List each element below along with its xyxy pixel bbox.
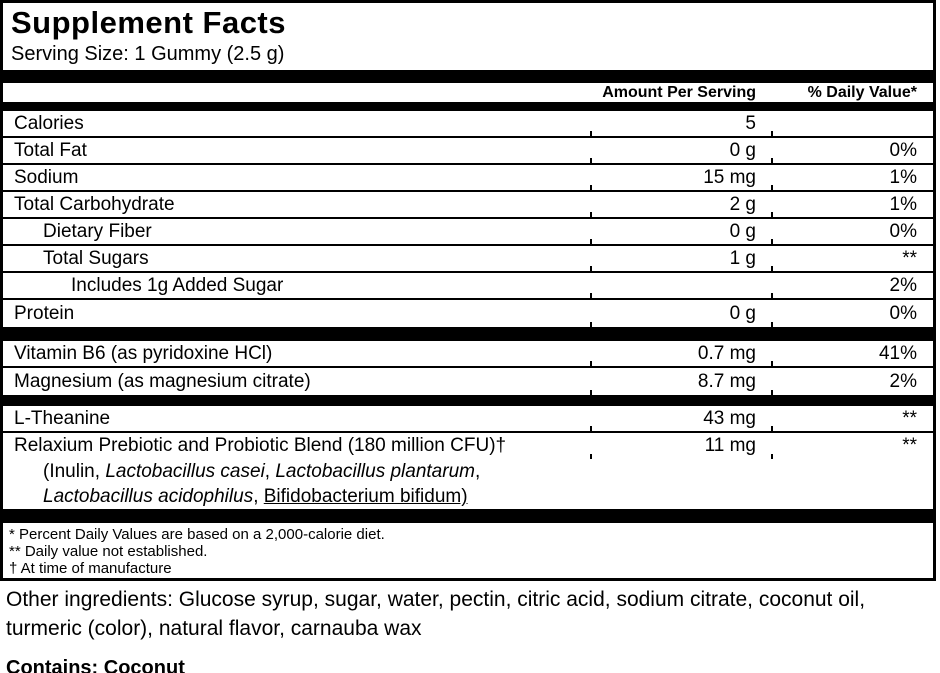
nutrient-name: Sodium (14, 166, 79, 188)
nutrient-name: Relaxium Prebiotic and Probiotic Blend (… (14, 435, 507, 456)
table-row-dietary-fiber: Dietary Fiber 0 g 0% (3, 219, 933, 246)
divider-bar-thick (3, 327, 933, 341)
blend-title-row: Relaxium Prebiotic and Probiotic Blend (… (3, 433, 933, 459)
nutrient-amount: 0 g (590, 300, 771, 327)
nutrient-amount: 1 g (590, 246, 771, 271)
table-row-protein: Protein 0 g 0% (3, 300, 933, 327)
allergen-statement: Contains: Coconut (6, 657, 185, 673)
nutrient-amount: 15 mg (590, 165, 771, 190)
nutrient-amount: 0 g (590, 138, 771, 163)
table-row-vitamin-b6: Vitamin B6 (as pyridoxine HCl) 0.7 mg 41… (3, 341, 933, 368)
nutrient-dv: 41% (771, 341, 933, 366)
nutrient-name: Protein (14, 302, 75, 324)
nutrient-amount: 5 (590, 111, 771, 136)
other-ingredients-line: Other ingredients: Glucose syrup, sugar,… (6, 588, 866, 611)
nutrient-amount: 8.7 mg (590, 368, 771, 395)
footnote-daily-values: * Percent Daily Values are based on a 2,… (9, 526, 385, 543)
nutrient-name: Total Fat (14, 139, 87, 161)
blend-ingredients-line: (Inulin, Lactobacillus casei, Lactobacil… (43, 461, 481, 482)
footnotes: * Percent Daily Values are based on a 2,… (3, 523, 933, 578)
header-amount-per-serving: Amount Per Serving (602, 83, 756, 101)
panel-title: Supplement Facts (11, 5, 286, 40)
nutrient-name: Includes 1g Added Sugar (71, 274, 284, 296)
nutrient-name: Total Carbohydrate (14, 193, 175, 215)
nutrient-dv: ** (771, 246, 933, 271)
nutrient-name: Calories (14, 112, 84, 134)
table-header: Amount Per Serving % Daily Value* (3, 83, 933, 102)
nutrient-dv: ** (771, 406, 933, 431)
table-row-added-sugar: Includes 1g Added Sugar 2% (3, 273, 933, 300)
nutrient-name: Magnesium (as magnesium citrate) (14, 370, 311, 392)
nutrient-amount: 0.7 mg (590, 341, 771, 366)
nutrient-amount: 11 mg (590, 433, 771, 459)
serving-size: Serving Size: 1 Gummy (2.5 g) (11, 43, 285, 65)
divider-bar-thick (3, 509, 933, 523)
divider-bar-medium (3, 102, 933, 111)
nutrient-dv: 1% (771, 165, 933, 190)
supplement-facts-panel: Supplement Facts Serving Size: 1 Gummy (… (0, 0, 936, 581)
nutrient-dv: ** (771, 433, 933, 459)
nutrient-name: L-Theanine (14, 407, 111, 429)
blend-ingredients-line: Lactobacillus acidophilus, Bifidobacteri… (43, 486, 468, 507)
nutrient-dv (771, 111, 933, 136)
nutrient-name: Total Sugars (43, 247, 149, 269)
other-ingredients-line: turmeric (color), natural flavor, carnau… (6, 617, 422, 640)
table-row-sodium: Sodium 15 mg 1% (3, 165, 933, 192)
nutrient-dv: 1% (771, 192, 933, 217)
table-row-total-sugars: Total Sugars 1 g ** (3, 246, 933, 273)
footnote-manufacture: † At time of manufacture (9, 560, 172, 577)
table-row-calories: Calories 5 (3, 111, 933, 138)
divider-bar-thick (3, 395, 933, 406)
nutrient-name: Vitamin B6 (as pyridoxine HCl) (14, 342, 273, 364)
table-row-magnesium: Magnesium (as magnesium citrate) 8.7 mg … (3, 368, 933, 395)
table-row-total-fat: Total Fat 0 g 0% (3, 138, 933, 165)
nutrient-amount: 43 mg (590, 406, 771, 431)
other-ingredients: Other ingredients: Glucose syrup, sugar,… (0, 585, 940, 643)
nutrient-dv: 2% (771, 368, 933, 395)
table-row-l-theanine: L-Theanine 43 mg ** (3, 406, 933, 433)
nutrient-dv: 0% (771, 300, 933, 327)
table-row-total-carbohydrate: Total Carbohydrate 2 g 1% (3, 192, 933, 219)
nutrient-amount: 0 g (590, 219, 771, 244)
nutrient-name: Dietary Fiber (43, 220, 152, 242)
divider-bar-thick (3, 70, 933, 83)
table-row-probiotic-blend: Relaxium Prebiotic and Probiotic Blend (… (3, 433, 933, 509)
nutrient-dv: 2% (771, 273, 933, 298)
nutrient-amount: 2 g (590, 192, 771, 217)
footnote-not-established: ** Daily value not established. (9, 543, 208, 560)
header-daily-value: % Daily Value* (807, 83, 917, 101)
nutrient-dv: 0% (771, 138, 933, 163)
nutrient-dv: 0% (771, 219, 933, 244)
nutrient-amount (590, 273, 771, 298)
